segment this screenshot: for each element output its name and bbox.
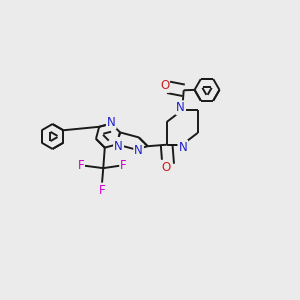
Text: F: F <box>77 159 84 172</box>
Text: F: F <box>98 184 105 196</box>
Text: N: N <box>114 138 123 151</box>
Text: N: N <box>178 141 187 154</box>
Text: F: F <box>120 159 127 172</box>
Text: O: O <box>160 79 169 92</box>
Text: N: N <box>134 144 143 158</box>
Text: N: N <box>114 140 123 153</box>
Text: N: N <box>107 116 116 129</box>
Text: N: N <box>176 101 185 114</box>
Text: O: O <box>162 161 171 174</box>
